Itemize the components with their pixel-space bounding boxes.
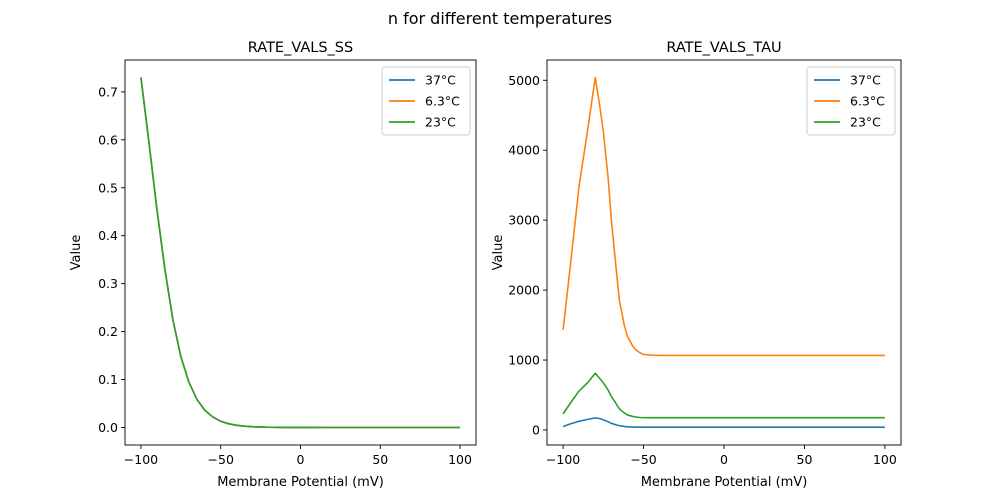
x-tick-label: −50 (208, 452, 234, 467)
x-tick-label: 100 (873, 452, 897, 467)
x-tick-label: 100 (448, 452, 472, 467)
y-tick-label: 1000 (508, 353, 540, 368)
x-tick-label: 0 (720, 452, 728, 467)
x-axis-label: Membrane Potential (mV) (641, 475, 808, 490)
y-tick-label: 0 (532, 422, 540, 437)
series-line-2 (562, 372, 885, 419)
x-tick-label: 50 (372, 452, 388, 467)
legend-label-0: 37°C (850, 73, 881, 88)
legend-label-2: 23°C (850, 115, 881, 130)
panel-rate-vals-ss: RATE_VALS_SS −100 −50 0 50 100 0.0 0.1 0.2 0.3 0.4… (69, 40, 477, 490)
legend-box (381, 66, 471, 136)
x-tick-label: −100 (546, 452, 580, 467)
panel-rate-vals-tau: RATE_VALS_TAU−100 −50 0 50 10001000200030004… (491, 40, 902, 490)
legend: 37°C 6.3°C 23°C (806, 66, 896, 136)
y-tick-label: 0.1 (98, 372, 118, 387)
chart-title: RATE_VALS_TAU (666, 40, 781, 56)
y-tick-label: 3000 (508, 213, 540, 228)
y-axis-label: Value (491, 235, 506, 271)
legend-label-1: 6.3°C (425, 94, 460, 109)
x-tick-label: −50 (630, 452, 656, 467)
chart-title: RATE_VALS_SS (248, 40, 353, 56)
y-tick-label: 0.7 (98, 84, 118, 99)
y-tick-label: 0.3 (98, 276, 118, 291)
y-tick-label: 0.5 (98, 180, 118, 195)
x-tick-label: −100 (124, 452, 158, 467)
legend-box (806, 66, 896, 136)
series-line-0 (562, 417, 885, 428)
legend-label-0: 37°C (425, 73, 456, 88)
y-tick-label: 0.2 (98, 324, 118, 339)
y-tick-label: 5000 (508, 73, 540, 88)
x-tick-label: 50 (797, 452, 813, 467)
y-tick-label: 0.4 (98, 228, 118, 243)
y-tick-label: 0.6 (98, 132, 118, 147)
y-tick-label: 4000 (508, 143, 540, 158)
x-tick-label: 0 (297, 452, 305, 467)
legend: 37°C 6.3°C 23°C (381, 66, 471, 136)
y-tick-label: 2000 (508, 283, 540, 298)
legend-label-2: 23°C (425, 115, 456, 130)
series-line-2 (140, 77, 461, 429)
series-line-1 (562, 76, 885, 357)
x-axis-label: Membrane Potential (mV) (217, 475, 384, 490)
figure-suptitle: n for different temperatures (388, 9, 612, 28)
legend-label-1: 6.3°C (850, 94, 885, 109)
y-tick-label: 0.0 (98, 420, 118, 435)
y-axis-label: Value (69, 235, 84, 271)
